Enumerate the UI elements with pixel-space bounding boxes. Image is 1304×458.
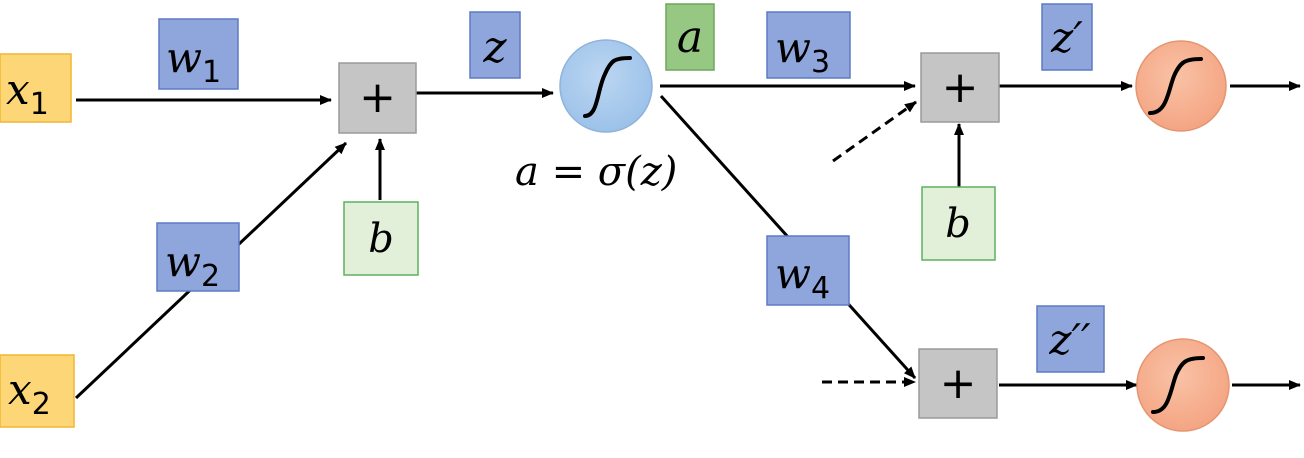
sigmoid-node-output-1 <box>1135 40 1227 132</box>
svg-text:a: a <box>677 12 703 63</box>
bias-1: b <box>343 201 419 276</box>
svg-text:x1: x1 <box>6 65 49 122</box>
z-double-prime-label: z′′ <box>1036 305 1105 373</box>
sum-node-1: + <box>338 62 417 134</box>
sigmoid-node-output-2 <box>1136 338 1230 432</box>
sigmoid-curve-icon <box>583 56 632 118</box>
weight-w2: w2 <box>156 222 240 294</box>
sigmoid-curve-icon <box>1151 356 1205 414</box>
weight-w3: w3 <box>766 11 851 80</box>
input-x2: x2 <box>0 354 75 428</box>
svg-text:x2: x2 <box>8 365 51 422</box>
svg-text:w3: w3 <box>775 23 830 80</box>
z-prime-label: z′ <box>1041 3 1093 71</box>
svg-text:z′′: z′′ <box>1048 315 1091 364</box>
weight-w1: w1 <box>158 18 239 90</box>
svg-text:z′: z′ <box>1050 13 1083 62</box>
svg-text:b: b <box>945 201 971 247</box>
activation-output-label: a <box>665 3 715 71</box>
svg-text:+: + <box>359 72 396 123</box>
svg-text:+: + <box>942 62 979 113</box>
sum-node-3: + <box>918 348 998 419</box>
z-label: z <box>469 11 521 79</box>
edge-dashed-to-sum2 <box>832 100 917 163</box>
svg-text:w2: w2 <box>165 237 220 294</box>
svg-text:w1: w1 <box>166 33 221 90</box>
sigmoid-curve-icon <box>1148 57 1203 115</box>
svg-text:w4: w4 <box>775 249 830 306</box>
weight-w4: w4 <box>766 235 850 306</box>
sum-node-2: + <box>920 52 1000 123</box>
svg-text:z: z <box>482 22 507 73</box>
edges <box>74 81 1301 400</box>
activation-equation: a = σ(z) <box>515 149 677 195</box>
input-x1: x1 <box>0 53 72 123</box>
bias-2: b <box>921 186 996 261</box>
svg-text:b: b <box>368 216 394 262</box>
svg-text:+: + <box>940 358 977 409</box>
sigmoid-node-hidden <box>559 39 653 133</box>
